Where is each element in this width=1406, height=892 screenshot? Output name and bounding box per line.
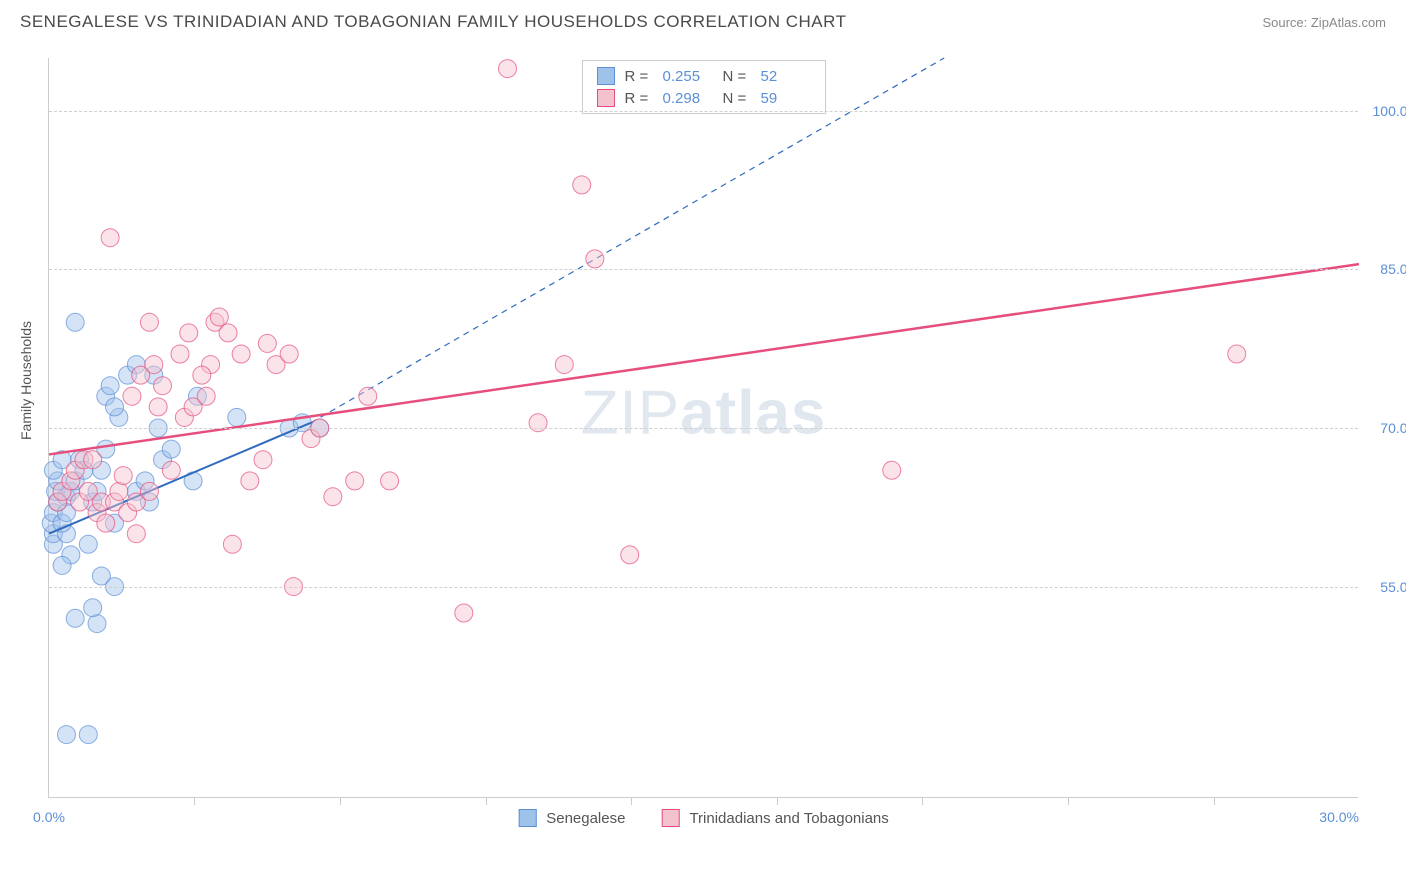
data-point bbox=[162, 440, 180, 458]
legend-item-senegalese: Senegalese bbox=[518, 809, 625, 827]
data-point bbox=[154, 377, 172, 395]
data-point bbox=[280, 345, 298, 363]
data-point bbox=[223, 535, 241, 553]
n-value-trinidadian: 59 bbox=[761, 90, 811, 107]
data-point bbox=[555, 356, 573, 374]
data-point bbox=[66, 609, 84, 627]
data-point bbox=[381, 472, 399, 490]
data-point bbox=[140, 313, 158, 331]
legend-row-senegalese: R = 0.255 N = 52 bbox=[597, 65, 811, 87]
source-label: Source: ZipAtlas.com bbox=[1262, 15, 1386, 30]
data-point bbox=[621, 546, 639, 564]
data-point bbox=[324, 488, 342, 506]
legend-item-trinidadian: Trinidadians and Tobagonians bbox=[661, 809, 888, 827]
data-point bbox=[57, 726, 75, 744]
x-tick-label: 0.0% bbox=[33, 809, 65, 825]
data-point bbox=[210, 308, 228, 326]
data-point bbox=[1228, 345, 1246, 363]
data-point bbox=[573, 176, 591, 194]
chart-area: ZIPatlas R = 0.255 N = 52 R = 0.298 N = … bbox=[48, 58, 1358, 798]
data-point bbox=[149, 398, 167, 416]
x-tick bbox=[340, 797, 341, 805]
data-point bbox=[346, 472, 364, 490]
r-value-trinidadian: 0.298 bbox=[663, 90, 713, 107]
gridline bbox=[49, 269, 1358, 270]
x-tick bbox=[1214, 797, 1215, 805]
gridline bbox=[49, 587, 1358, 588]
data-point bbox=[106, 398, 124, 416]
data-point bbox=[110, 482, 128, 500]
data-point bbox=[529, 414, 547, 432]
x-tick-label: 30.0% bbox=[1319, 809, 1359, 825]
data-point bbox=[84, 451, 102, 469]
data-point bbox=[241, 472, 259, 490]
data-point bbox=[114, 467, 132, 485]
data-point bbox=[171, 345, 189, 363]
data-point bbox=[123, 387, 141, 405]
data-point bbox=[53, 556, 71, 574]
data-point bbox=[232, 345, 250, 363]
x-tick bbox=[777, 797, 778, 805]
y-tick-label: 100.0% bbox=[1373, 103, 1406, 119]
data-point bbox=[258, 334, 276, 352]
y-tick-label: 55.0% bbox=[1380, 579, 1406, 595]
data-point bbox=[84, 599, 102, 617]
correlation-legend: R = 0.255 N = 52 R = 0.298 N = 59 bbox=[582, 60, 826, 114]
swatch-senegalese bbox=[518, 809, 536, 827]
data-point bbox=[455, 604, 473, 622]
data-point bbox=[140, 482, 158, 500]
x-tick bbox=[631, 797, 632, 805]
y-axis-label: Family Households bbox=[18, 321, 34, 440]
data-point bbox=[883, 461, 901, 479]
data-point bbox=[162, 461, 180, 479]
series-legend: Senegalese Trinidadians and Tobagonians bbox=[518, 809, 889, 827]
data-point bbox=[88, 615, 106, 633]
swatch-trinidadian bbox=[661, 809, 679, 827]
data-point bbox=[219, 324, 237, 342]
data-point bbox=[127, 525, 145, 543]
y-tick-label: 85.0% bbox=[1380, 261, 1406, 277]
data-point bbox=[228, 408, 246, 426]
chart-header: SENEGALESE VS TRINIDADIAN AND TOBAGONIAN… bbox=[0, 0, 1406, 40]
x-tick bbox=[1068, 797, 1069, 805]
data-point bbox=[145, 356, 163, 374]
swatch-trinidadian bbox=[597, 89, 615, 107]
data-point bbox=[79, 535, 97, 553]
legend-row-trinidadian: R = 0.298 N = 59 bbox=[597, 87, 811, 109]
data-point bbox=[254, 451, 272, 469]
data-point bbox=[66, 313, 84, 331]
gridline bbox=[49, 111, 1358, 112]
data-point bbox=[586, 250, 604, 268]
data-point bbox=[79, 726, 97, 744]
swatch-senegalese bbox=[597, 67, 615, 85]
n-value-senegalese: 52 bbox=[761, 68, 811, 85]
data-point bbox=[101, 229, 119, 247]
data-point bbox=[197, 387, 215, 405]
data-point bbox=[499, 60, 517, 78]
data-point bbox=[359, 387, 377, 405]
gridline bbox=[49, 428, 1358, 429]
data-point bbox=[180, 324, 198, 342]
data-point bbox=[101, 377, 119, 395]
data-point bbox=[97, 514, 115, 532]
r-value-senegalese: 0.255 bbox=[663, 68, 713, 85]
y-tick-label: 70.0% bbox=[1380, 420, 1406, 436]
x-tick bbox=[922, 797, 923, 805]
x-tick bbox=[486, 797, 487, 805]
chart-title: SENEGALESE VS TRINIDADIAN AND TOBAGONIAN… bbox=[20, 12, 846, 32]
x-tick bbox=[194, 797, 195, 805]
data-point bbox=[193, 366, 211, 384]
